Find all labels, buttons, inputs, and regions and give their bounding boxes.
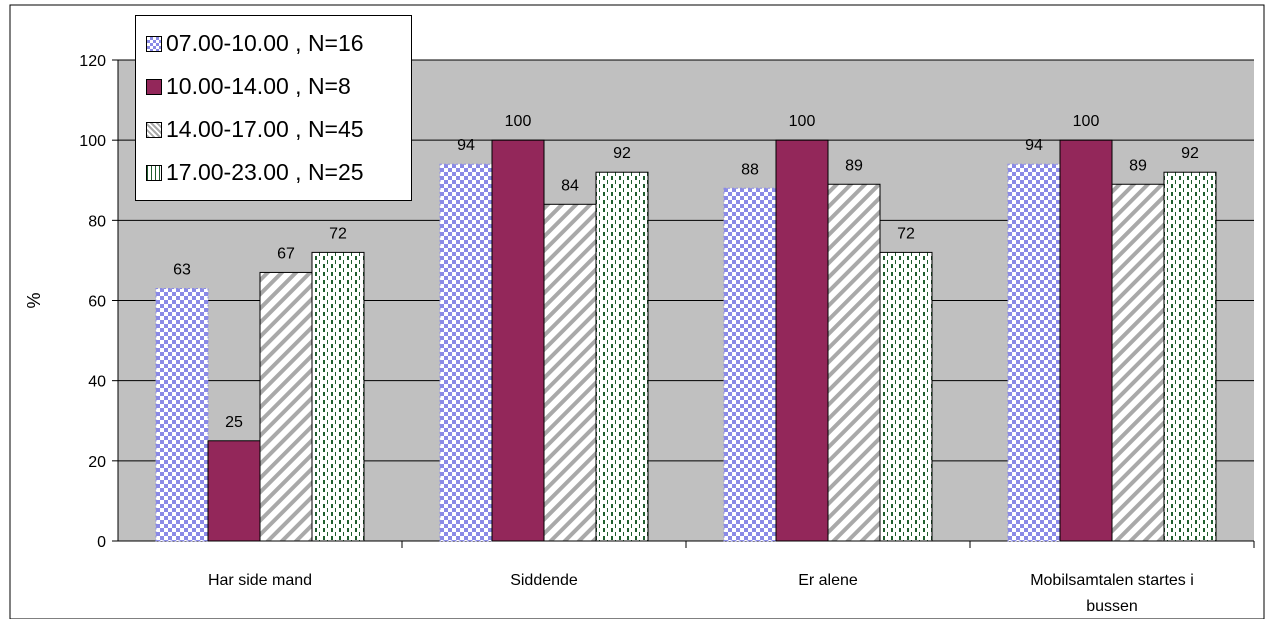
bar xyxy=(1163,171,1217,542)
data-label: 84 xyxy=(561,177,579,194)
data-label: 94 xyxy=(1025,137,1043,154)
bar xyxy=(1111,183,1165,542)
data-label: 92 xyxy=(613,145,631,162)
data-label: 63 xyxy=(173,261,191,278)
y-tick-label: 80 xyxy=(88,213,106,230)
data-label: 100 xyxy=(1073,113,1100,130)
legend-item-3: 17.00-23.00 , N=25 xyxy=(146,151,411,194)
legend: 07.00-10.00 , N=16 10.00-14.00 , N=8 14.… xyxy=(135,15,412,201)
bar xyxy=(543,203,597,542)
data-label: 100 xyxy=(505,113,532,130)
x-category-label: Mobilsamtalen startes i bussen xyxy=(1030,572,1194,615)
y-tick-label: 20 xyxy=(88,454,106,471)
x-category-label-line: Har side mand xyxy=(208,572,312,589)
x-category-label: Har side mand xyxy=(208,572,312,589)
legend-swatch-diagonal-icon xyxy=(146,121,162,138)
legend-item-1: 10.00-14.00 , N=8 xyxy=(146,65,411,108)
bar xyxy=(879,251,933,542)
data-label: 92 xyxy=(1181,145,1199,162)
data-label: 72 xyxy=(329,225,347,242)
bar xyxy=(259,271,313,542)
y-tick-label: 100 xyxy=(79,133,106,150)
data-label: 88 xyxy=(741,161,759,178)
bar xyxy=(439,163,493,542)
legend-swatch-solid-icon xyxy=(146,78,162,95)
y-axis-label: % xyxy=(24,292,44,308)
y-tick-label: 0 xyxy=(97,534,106,551)
x-category-label: Siddende xyxy=(510,572,578,589)
bar xyxy=(775,139,829,542)
x-category-label-line: bussen xyxy=(1086,598,1138,615)
legend-label: 10.00-14.00 , N=8 xyxy=(166,73,351,99)
x-category-label-line: Siddende xyxy=(510,572,578,589)
x-category-label-line: Mobilsamtalen startes i xyxy=(1030,572,1194,589)
legend-label: 07.00-10.00 , N=16 xyxy=(166,30,364,56)
legend-swatch-checker-icon xyxy=(146,35,162,52)
legend-label: 17.00-23.00 , N=25 xyxy=(166,159,364,185)
data-label: 89 xyxy=(845,157,863,174)
data-label: 67 xyxy=(277,245,295,262)
legend-item-2: 14.00-17.00 , N=45 xyxy=(146,108,411,151)
data-label: 94 xyxy=(457,137,475,154)
legend-label: 14.00-17.00 , N=45 xyxy=(166,116,364,142)
x-category-label-line: Er alene xyxy=(798,572,858,589)
bar xyxy=(1059,139,1113,542)
bar xyxy=(311,251,365,542)
data-label: 72 xyxy=(897,225,915,242)
data-label: 100 xyxy=(789,113,816,130)
data-label: 89 xyxy=(1129,157,1147,174)
x-category-label: Er alene xyxy=(798,572,858,589)
bar xyxy=(491,139,545,542)
y-tick-label: 40 xyxy=(88,374,106,391)
y-tick-label: 120 xyxy=(79,53,106,70)
y-tick-label: 60 xyxy=(88,294,106,311)
bar xyxy=(723,187,777,542)
bar xyxy=(1007,163,1061,542)
data-label: 25 xyxy=(225,414,243,431)
bar xyxy=(595,171,649,542)
bar xyxy=(155,287,209,542)
legend-item-0: 07.00-10.00 , N=16 xyxy=(146,22,411,65)
bar xyxy=(207,440,261,542)
bar xyxy=(827,183,881,542)
legend-swatch-dashed-icon xyxy=(146,164,162,181)
